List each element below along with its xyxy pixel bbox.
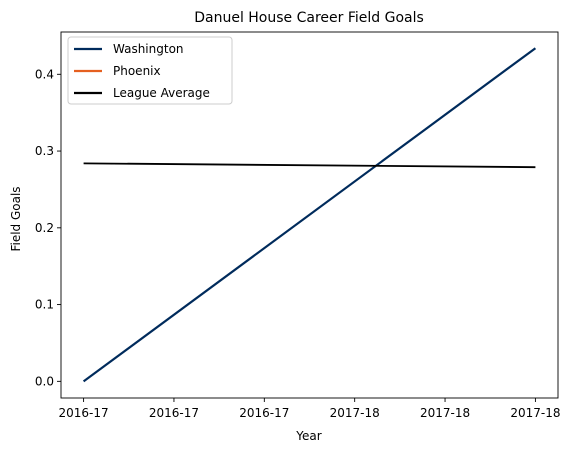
x-tick-label-3: 2017-18	[330, 406, 380, 420]
legend-box	[67, 36, 233, 105]
y-tick-label-1: 0.1	[35, 298, 54, 312]
legend-label-1: Phoenix	[113, 64, 161, 78]
chart-title: Danuel House Career Field Goals	[194, 10, 424, 26]
x-axis-label: Year	[295, 429, 321, 443]
legend-label-0: Washington	[113, 42, 184, 56]
x-tick-label-4: 2017-18	[420, 406, 470, 420]
x-tick-label-1: 2016-17	[149, 406, 199, 420]
y-tick-label-0: 0.0	[35, 374, 54, 388]
x-tick-label-5: 2017-18	[510, 406, 560, 420]
y-tick-label-4: 0.4	[35, 67, 54, 81]
plot-frame	[60, 31, 559, 399]
y-tick-label-2: 0.2	[35, 221, 54, 235]
series-line-2	[83, 162, 536, 169]
legend-label-2: League Average	[113, 86, 210, 100]
x-tick-label-2: 2016-17	[239, 406, 289, 420]
series-line-0	[82, 47, 537, 383]
x-tick-label-0: 2016-17	[59, 406, 109, 420]
y-tick-label-3: 0.3	[35, 144, 54, 158]
y-axis-label: Field Goals	[9, 186, 23, 251]
